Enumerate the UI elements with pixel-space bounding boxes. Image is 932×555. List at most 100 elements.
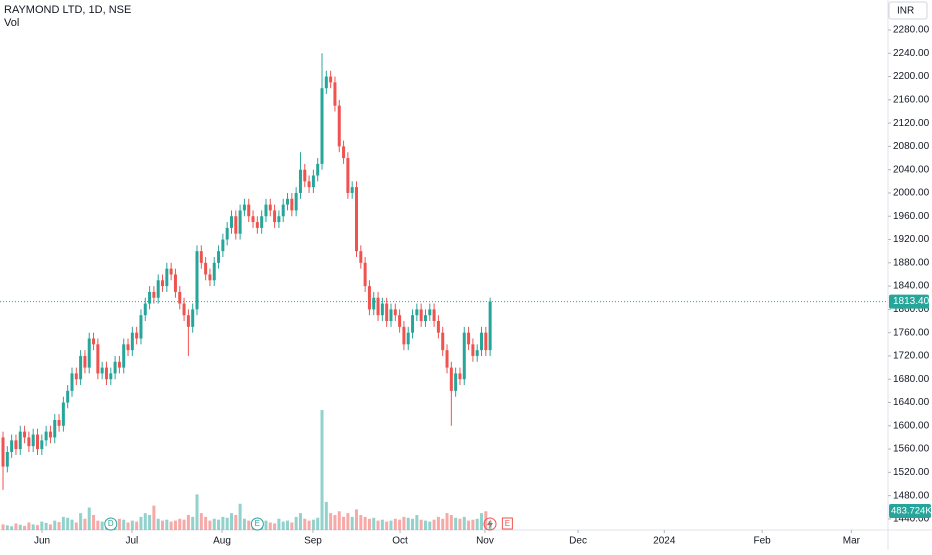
- candle-body: [221, 239, 225, 252]
- candle-body: [350, 187, 354, 193]
- volume-bar: [445, 513, 449, 530]
- candle-body: [126, 344, 130, 351]
- x-tick-label: Jun: [34, 536, 50, 547]
- candle-body: [380, 303, 384, 316]
- candle-body: [165, 268, 169, 287]
- candle-body: [14, 440, 18, 450]
- candle-body: [234, 216, 238, 234]
- candle-body: [113, 361, 117, 374]
- volume-bar: [208, 520, 212, 530]
- candle-body: [277, 216, 281, 223]
- candle-body: [268, 204, 272, 211]
- volume-bar: [57, 522, 61, 530]
- volume-bar: [178, 518, 182, 530]
- candle-body: [316, 163, 320, 176]
- y-tick-label: 1480.00: [893, 490, 930, 501]
- volume-bar: [79, 513, 83, 530]
- volume-bar: [204, 516, 208, 530]
- candle-body: [445, 350, 449, 368]
- candle-body: [307, 181, 311, 188]
- candle-body: [251, 216, 255, 223]
- candle-body: [247, 204, 251, 217]
- x-tick-label: Oct: [392, 536, 408, 547]
- volume-bar: [281, 521, 285, 530]
- candle-body: [475, 350, 479, 356]
- candle-body: [182, 303, 186, 316]
- y-tick-label: 1520.00: [893, 467, 930, 478]
- candle-body: [79, 355, 83, 380]
- candle-body: [324, 76, 328, 89]
- candle-body: [148, 291, 152, 304]
- candle-body: [458, 373, 462, 380]
- x-tick-label: Mar: [843, 536, 861, 547]
- candle-body: [1, 437, 5, 467]
- y-tick-label: 1440.00: [893, 514, 930, 525]
- volume-bar: [48, 524, 52, 530]
- volume-bar: [152, 505, 156, 530]
- candle-body: [44, 431, 48, 441]
- candle-body: [122, 344, 126, 368]
- candle-body: [264, 204, 268, 217]
- volume-bar: [238, 503, 242, 530]
- currency: INR: [897, 6, 914, 17]
- x-tick-label: Nov: [476, 536, 494, 547]
- volume-bar: [449, 515, 453, 530]
- volume-bar: [61, 516, 65, 530]
- volume-bar: [14, 523, 18, 530]
- candle-body: [23, 431, 27, 438]
- volume-bar: [333, 515, 337, 530]
- volume-bar: [122, 519, 126, 530]
- volume-bar: [311, 519, 315, 530]
- volume-bar: [342, 516, 346, 530]
- y-tick-label: 1760.00: [893, 327, 930, 338]
- event-label: E: [255, 519, 260, 528]
- candle-body: [74, 373, 78, 380]
- volume-bar: [462, 516, 466, 530]
- candle-body: [428, 309, 432, 316]
- candle-body: [173, 274, 177, 292]
- volume-bar: [372, 517, 376, 530]
- candle-body: [372, 297, 376, 310]
- candle-body: [419, 309, 423, 322]
- volume-bar: [355, 509, 359, 530]
- candle-body: [294, 192, 298, 211]
- volume-bar: [165, 519, 169, 530]
- volume-bar: [441, 518, 445, 530]
- candle-body: [195, 251, 199, 310]
- x-tick-label: Aug: [213, 536, 231, 547]
- volume-bar: [186, 515, 190, 530]
- candle-body: [329, 76, 333, 83]
- candle-body: [199, 251, 203, 263]
- candle-body: [333, 82, 337, 106]
- currency-box[interactable]: [888, 1, 928, 20]
- candle-body: [484, 332, 488, 351]
- volume-bar: [458, 518, 462, 530]
- candle-body: [449, 367, 453, 391]
- candle-body: [92, 338, 96, 345]
- volume-bar: [5, 525, 9, 530]
- candle-body: [208, 274, 212, 281]
- volume-bar: [398, 519, 402, 530]
- candle-body: [359, 251, 363, 263]
- candle-body: [290, 198, 294, 211]
- candle-body: [281, 204, 285, 217]
- volume-bar: [380, 519, 384, 530]
- volume-bar: [419, 519, 423, 530]
- candle-body: [298, 169, 302, 193]
- volume-bar: [488, 520, 492, 530]
- volume-bar: [324, 501, 328, 530]
- candle-body: [393, 309, 397, 316]
- event-label: D: [108, 519, 114, 528]
- candle-body: [53, 419, 57, 438]
- volume-bar: [484, 511, 488, 530]
- candle-body: [229, 216, 233, 228]
- volume-bar: [96, 520, 100, 530]
- volume-bar: [229, 513, 233, 530]
- volume-bar: [376, 520, 380, 530]
- candle-body: [66, 390, 70, 403]
- volume-bar: [161, 520, 165, 530]
- volume-bar: [471, 519, 475, 530]
- candle-body: [139, 315, 143, 339]
